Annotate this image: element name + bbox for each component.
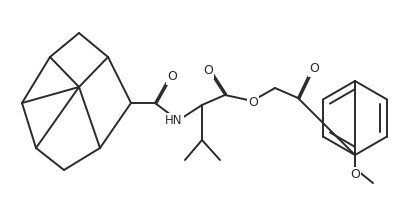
Text: O: O bbox=[203, 64, 213, 77]
Text: HN: HN bbox=[165, 113, 183, 127]
Text: O: O bbox=[309, 62, 319, 76]
Text: O: O bbox=[248, 95, 258, 108]
Text: O: O bbox=[167, 71, 177, 84]
Text: O: O bbox=[350, 168, 360, 181]
